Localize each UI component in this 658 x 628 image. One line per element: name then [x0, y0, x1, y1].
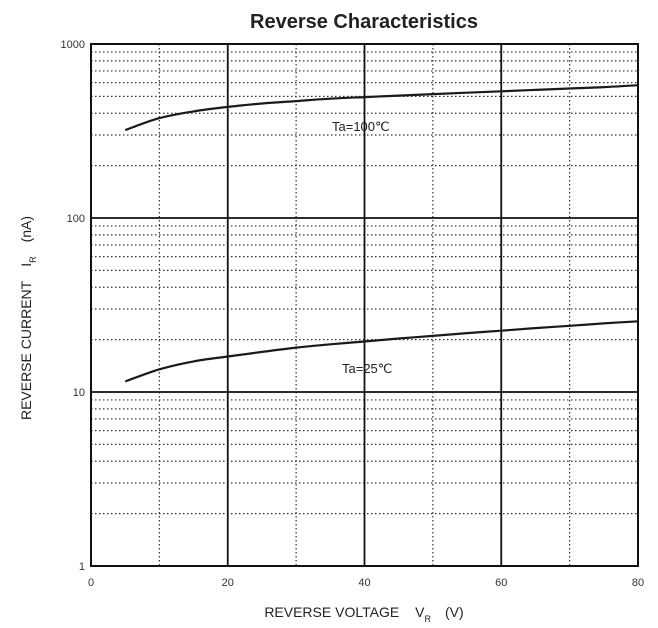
x-tick-labels: 0 20 40 60 80 [88, 577, 644, 589]
y-axis-title: REVERSE CURRENT [18, 280, 34, 420]
y-axis-subscript: R [28, 256, 38, 263]
series-label-ta-25c: Ta=25℃ [342, 361, 392, 376]
y-axis-label: REVERSE CURRENT IR (nA) [18, 216, 38, 420]
x-tick-label: 60 [495, 577, 507, 589]
curves [124, 84, 639, 383]
y-axis-symbol: I [18, 263, 34, 267]
curve-ta-25c [124, 320, 639, 383]
y-tick-label: 10 [73, 387, 85, 399]
y-tick-label: 1000 [61, 39, 85, 51]
curve-ta-100c [124, 84, 639, 132]
major-grid [91, 44, 638, 566]
chart-title: Reverse Characteristics [250, 11, 478, 33]
series-label-ta-100c: Ta=100℃ [332, 119, 390, 134]
y-tick-label: 100 [67, 213, 85, 225]
x-tick-label: 40 [358, 577, 370, 589]
x-axis-unit: (V) [445, 604, 464, 620]
plot-frame [90, 43, 639, 567]
x-tick-label: 0 [88, 577, 94, 589]
y-axis-unit: (nA) [18, 216, 34, 242]
x-axis-label: REVERSE VOLTAGE VR (V) [264, 604, 463, 624]
y-tick-label: 1 [79, 561, 85, 573]
y-tick-labels: 1 10 100 1000 [61, 39, 85, 573]
x-tick-label: 80 [632, 577, 644, 589]
x-axis-symbol: V [415, 604, 425, 620]
x-axis-title: REVERSE VOLTAGE [264, 604, 399, 620]
x-tick-label: 20 [222, 577, 234, 589]
x-axis-subscript: R [425, 614, 432, 624]
